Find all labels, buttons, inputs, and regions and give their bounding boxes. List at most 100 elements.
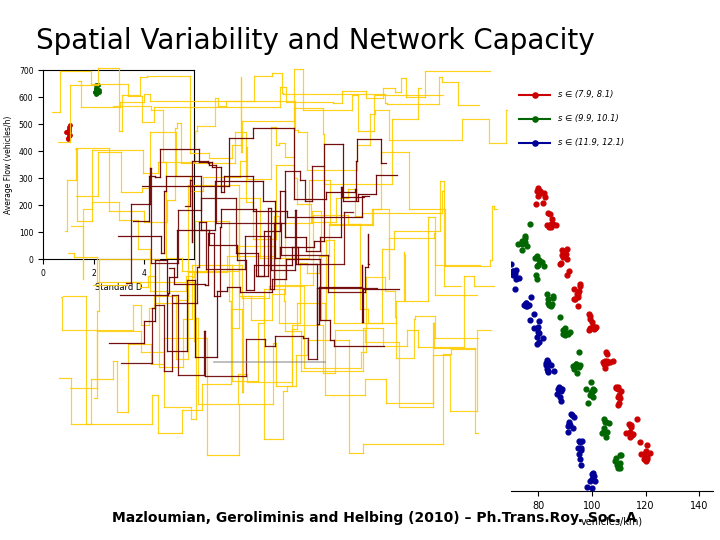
Point [90,84,102,92]
Point [533,184,544,192]
Point [60,127,72,136]
Point [557,330,569,339]
Point [610,382,621,391]
Point [598,360,610,368]
Point [546,220,558,228]
Point [611,461,623,469]
Point [531,199,542,208]
Point [513,240,524,248]
Point [532,328,544,336]
Point [520,299,531,308]
Point [554,259,566,268]
Point [613,384,624,393]
Point [573,286,585,295]
Point [540,359,552,367]
Point [531,252,543,261]
Point [547,293,559,302]
Point [523,301,534,309]
Point [599,356,611,365]
Point [528,323,540,332]
Point [580,384,592,393]
Point [545,219,557,228]
Point [571,289,582,298]
Point [589,476,600,485]
X-axis label: vehicles/km): vehicles/km) [581,517,643,526]
Point [524,220,536,228]
Point [536,258,547,266]
X-axis label: Standard D: Standard D [95,284,143,293]
Point [570,360,582,368]
Point [572,302,584,310]
Point [615,387,626,396]
Point [63,123,75,132]
Point [533,329,544,338]
Point [627,429,639,438]
Point [610,384,621,393]
Point [567,424,578,433]
Point [613,399,624,408]
Point [543,367,554,376]
Point [546,299,558,308]
Point [585,476,596,485]
Point [575,281,586,290]
Point [613,463,625,471]
Point [555,259,567,267]
Point [573,436,585,445]
Point [539,192,551,201]
Point [521,241,533,250]
Point [584,315,595,323]
Point [624,420,635,428]
Point [582,399,594,407]
Point [541,357,553,366]
Point [63,134,74,143]
Point [531,275,543,284]
Point [63,131,74,140]
Point [510,265,522,274]
Point [575,446,586,455]
Point [585,388,596,396]
Point [638,449,649,458]
Point [65,120,76,129]
Point [546,361,557,370]
Point [597,358,608,367]
Point [564,421,576,429]
Point [533,256,544,265]
Point [600,348,611,356]
Point [537,334,549,342]
Point [589,325,600,333]
Text: s ∈ (7.9, 8.1): s ∈ (7.9, 8.1) [558,90,613,99]
Point [588,322,599,330]
Point [63,127,75,136]
Point [588,472,600,481]
Point [90,81,102,90]
Point [572,293,584,301]
Point [598,427,610,435]
Point [519,238,531,246]
Point [564,328,576,336]
Point [524,315,536,324]
Point [558,328,570,337]
Point [538,262,549,271]
Point [520,232,531,240]
Point [557,325,569,334]
Point [641,456,652,465]
Point [615,450,626,459]
Point [575,461,587,469]
Point [516,240,528,249]
Point [519,234,531,242]
Point [568,365,580,374]
Point [518,300,530,309]
Point [624,433,636,441]
Point [91,89,103,98]
Point [612,464,624,472]
Point [545,302,557,310]
Point [521,302,532,310]
Point [513,274,525,282]
Point [516,237,528,246]
Point [554,393,566,402]
Point [546,219,558,228]
Point [587,475,598,483]
Text: s ∈ (9.9, 10.1): s ∈ (9.9, 10.1) [558,114,618,123]
Point [570,360,582,368]
Point [565,410,577,418]
